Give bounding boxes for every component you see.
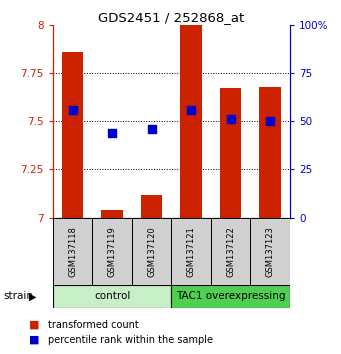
Bar	[53, 218, 92, 285]
Text: GSM137122: GSM137122	[226, 226, 235, 277]
Text: transformed count: transformed count	[48, 320, 138, 330]
Text: ■: ■	[29, 320, 40, 330]
Bar	[92, 218, 132, 285]
Bar	[101, 210, 123, 218]
Text: TAC1 overexpressing: TAC1 overexpressing	[176, 291, 285, 302]
Bar	[53, 285, 171, 308]
Text: GSM137121: GSM137121	[187, 226, 196, 277]
Point	[267, 118, 273, 124]
Text: GSM137118: GSM137118	[68, 226, 77, 277]
Bar	[132, 218, 171, 285]
Point	[149, 126, 154, 132]
Bar	[62, 52, 84, 218]
Bar	[220, 88, 241, 218]
Title: GDS2451 / 252868_at: GDS2451 / 252868_at	[98, 11, 244, 24]
Text: percentile rank within the sample: percentile rank within the sample	[48, 335, 213, 345]
Point	[109, 130, 115, 136]
Bar	[259, 86, 281, 218]
Text: ▶: ▶	[29, 291, 36, 301]
Text: GSM137119: GSM137119	[108, 226, 117, 277]
Bar	[250, 218, 290, 285]
Text: GSM137123: GSM137123	[266, 226, 275, 277]
Bar	[211, 218, 250, 285]
Bar	[180, 25, 202, 218]
Point	[188, 107, 194, 113]
Text: GSM137120: GSM137120	[147, 226, 156, 277]
Text: control: control	[94, 291, 130, 302]
Bar	[141, 195, 162, 218]
Point	[228, 116, 233, 122]
Bar	[171, 218, 211, 285]
Point	[70, 107, 75, 113]
Text: strain: strain	[3, 291, 33, 301]
Bar	[171, 285, 290, 308]
Text: ■: ■	[29, 335, 40, 345]
